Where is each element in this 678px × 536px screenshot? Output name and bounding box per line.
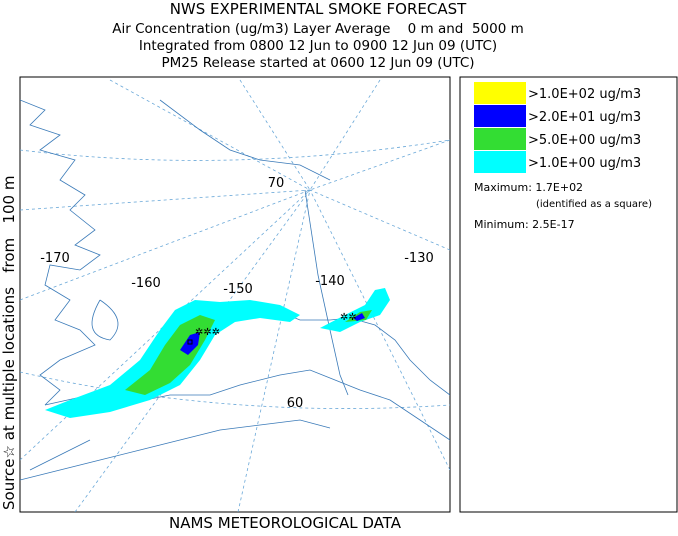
svg-text:✲✲: ✲✲ [340,312,357,323]
legend-label: >1.0E+00 ug/m3 [528,156,641,171]
latitude-label: 70 [268,176,285,191]
longitude-label: -160 [131,276,161,291]
maximum: Maximum: 1.7E+02 [474,181,583,194]
subtitle: PM25 Release started at 0600 12 Jun 09 (… [161,55,474,71]
map: ✲✲✲ ✲✲ -170 -160 -150 -140 -130 70 60 [19,76,451,513]
subtitle: Air Concentration (ug/m3) Layer Average … [112,21,524,37]
legend-swatch [474,151,526,173]
legend-swatch [474,105,526,127]
minimum: Minimum: 2.5E-17 [474,218,575,231]
legend-label: >5.0E+00 ug/m3 [528,133,641,148]
legend-label: >2.0E+01 ug/m3 [528,110,641,125]
legend-swatch [474,128,526,150]
longitude-label: -150 [223,282,253,297]
subtitle: Integrated from 0800 12 Jun to 0900 12 J… [139,38,497,54]
smoke-plume: ✲✲✲ ✲✲ [45,288,390,418]
title: NWS EXPERIMENTAL SMOKE FORECAST [170,0,467,18]
longitude-label: -130 [404,251,434,266]
side-label: Source☆ at multiple locations from 100 m [0,176,18,510]
longitude-label: -170 [40,251,70,266]
legend-swatch [474,82,526,104]
footer: NAMS METEOROLOGICAL DATA [169,514,402,532]
latitude-label: 60 [287,396,304,411]
maximum-note: (identified as a square) [536,199,652,210]
svg-text:✲✲✲: ✲✲✲ [195,327,220,338]
longitude-label: -140 [315,274,345,289]
legend-label: >1.0E+02 ug/m3 [528,87,641,102]
legend: Maximum: 1.7E+02 (identified as a square… [459,76,678,513]
